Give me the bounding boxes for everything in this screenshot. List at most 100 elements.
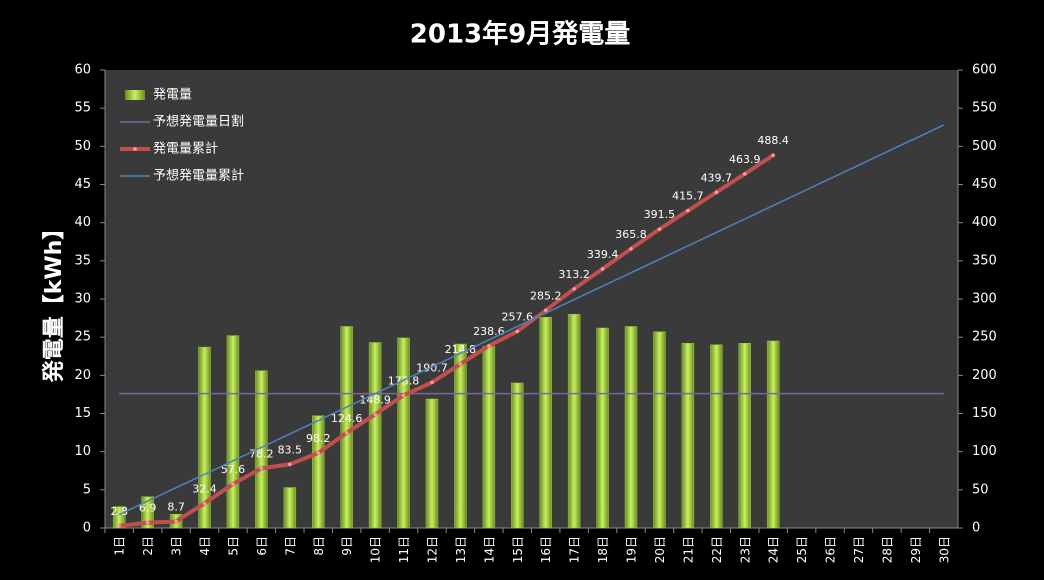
bar xyxy=(454,343,467,529)
marker xyxy=(259,466,264,471)
bar xyxy=(425,398,439,529)
data-label: 124.6 xyxy=(331,412,363,425)
bar xyxy=(368,342,382,529)
bar xyxy=(511,382,524,529)
x-tick-label: 15日 xyxy=(511,536,525,563)
x-tick-label: 1日 xyxy=(113,536,127,556)
bar xyxy=(681,343,695,529)
x-tick-label: 2日 xyxy=(141,536,155,556)
legend-swatch xyxy=(125,90,145,100)
y-tick-label: 45 xyxy=(74,177,91,192)
y-tick-label: 40 xyxy=(74,215,91,230)
marker xyxy=(487,344,491,348)
y2-tick-label: 200 xyxy=(972,368,997,383)
y-tick-label: 30 xyxy=(74,292,91,307)
data-label: 2.8 xyxy=(110,505,128,518)
x-tick-label: 29日 xyxy=(909,536,923,563)
bar xyxy=(596,327,609,529)
data-label: 488.4 xyxy=(757,134,789,147)
chart-title: 2013年9月発電量 xyxy=(410,19,630,50)
marker xyxy=(515,329,520,334)
y-tick-label: 5 xyxy=(83,482,91,497)
data-label: 32.4 xyxy=(192,482,217,495)
data-label: 313.2 xyxy=(558,268,590,281)
bar xyxy=(255,370,268,529)
x-tick-label: 25日 xyxy=(795,536,809,563)
data-label: 83.5 xyxy=(278,443,303,456)
data-label: 391.5 xyxy=(644,208,676,221)
x-tick-label: 24日 xyxy=(767,536,781,563)
bar xyxy=(312,415,325,529)
data-label: 339.4 xyxy=(587,248,619,261)
bar xyxy=(624,326,638,529)
x-tick-label: 28日 xyxy=(880,536,894,563)
marker xyxy=(458,362,463,366)
marker xyxy=(686,208,690,213)
x-tick-label: 8日 xyxy=(312,536,326,556)
marker xyxy=(288,462,292,467)
y2-tick-label: 0 xyxy=(972,521,980,536)
x-tick-label: 10日 xyxy=(369,536,383,563)
bar xyxy=(738,343,751,529)
y2-tick-label: 400 xyxy=(972,215,997,230)
y-tick-label: 35 xyxy=(74,253,91,268)
bar xyxy=(710,344,723,529)
legend-label: 予想発電量日割 xyxy=(153,114,244,130)
bar xyxy=(766,340,780,529)
marker xyxy=(145,520,150,525)
x-tick-label: 16日 xyxy=(539,536,553,563)
x-tick-label: 7日 xyxy=(283,536,297,556)
x-tick-label: 17日 xyxy=(568,536,582,563)
y2-tick-label: 250 xyxy=(972,330,997,345)
bar xyxy=(112,506,126,529)
x-tick-label: 14日 xyxy=(482,536,496,563)
y2-tick-label: 300 xyxy=(972,292,997,307)
legend-swatch xyxy=(133,147,137,151)
marker xyxy=(543,308,548,313)
y-tick-label: 0 xyxy=(83,521,91,536)
x-tick-label: 27日 xyxy=(852,536,866,563)
x-tick-label: 12日 xyxy=(425,536,439,563)
plot-area xyxy=(105,70,958,528)
y2-tick-label: 450 xyxy=(972,177,997,192)
bar xyxy=(539,317,552,529)
y2-tick-label: 100 xyxy=(972,444,997,459)
x-tick-label: 30日 xyxy=(937,536,951,563)
data-label: 285.2 xyxy=(530,289,562,302)
marker xyxy=(316,451,321,455)
bar xyxy=(283,487,297,529)
y2-tick-label: 350 xyxy=(972,253,997,268)
marker xyxy=(430,380,434,385)
data-label: 148.9 xyxy=(359,393,391,406)
x-tick-label: 6日 xyxy=(255,536,269,556)
y-tick-label: 60 xyxy=(74,63,91,78)
data-label: 78.2 xyxy=(249,447,274,460)
y2-tick-label: 550 xyxy=(972,101,997,116)
x-tick-label: 11日 xyxy=(397,536,411,563)
data-label: 57.6 xyxy=(221,463,246,476)
data-label: 365.8 xyxy=(615,228,647,241)
x-tick-label: 23日 xyxy=(738,536,752,563)
y2-tick-label: 600 xyxy=(972,63,997,78)
legend-label: 予想発電量累計 xyxy=(153,168,244,184)
x-tick-label: 26日 xyxy=(824,536,838,563)
marker xyxy=(771,153,775,157)
marker xyxy=(373,412,377,417)
marker xyxy=(714,190,719,195)
marker xyxy=(401,393,406,398)
x-tick-label: 19日 xyxy=(625,536,639,563)
data-label: 6.9 xyxy=(139,502,157,515)
data-label: 238.6 xyxy=(473,325,505,338)
x-tick-label: 4日 xyxy=(198,536,212,556)
marker xyxy=(657,227,662,231)
marker xyxy=(231,482,235,486)
x-tick-label: 3日 xyxy=(170,536,184,556)
y-tick-label: 10 xyxy=(74,444,91,459)
y2-tick-label: 50 xyxy=(972,482,989,497)
marker xyxy=(742,172,747,176)
line xyxy=(118,124,945,516)
bar xyxy=(198,346,211,529)
bar xyxy=(482,346,496,529)
y-tick-label: 25 xyxy=(74,330,91,345)
